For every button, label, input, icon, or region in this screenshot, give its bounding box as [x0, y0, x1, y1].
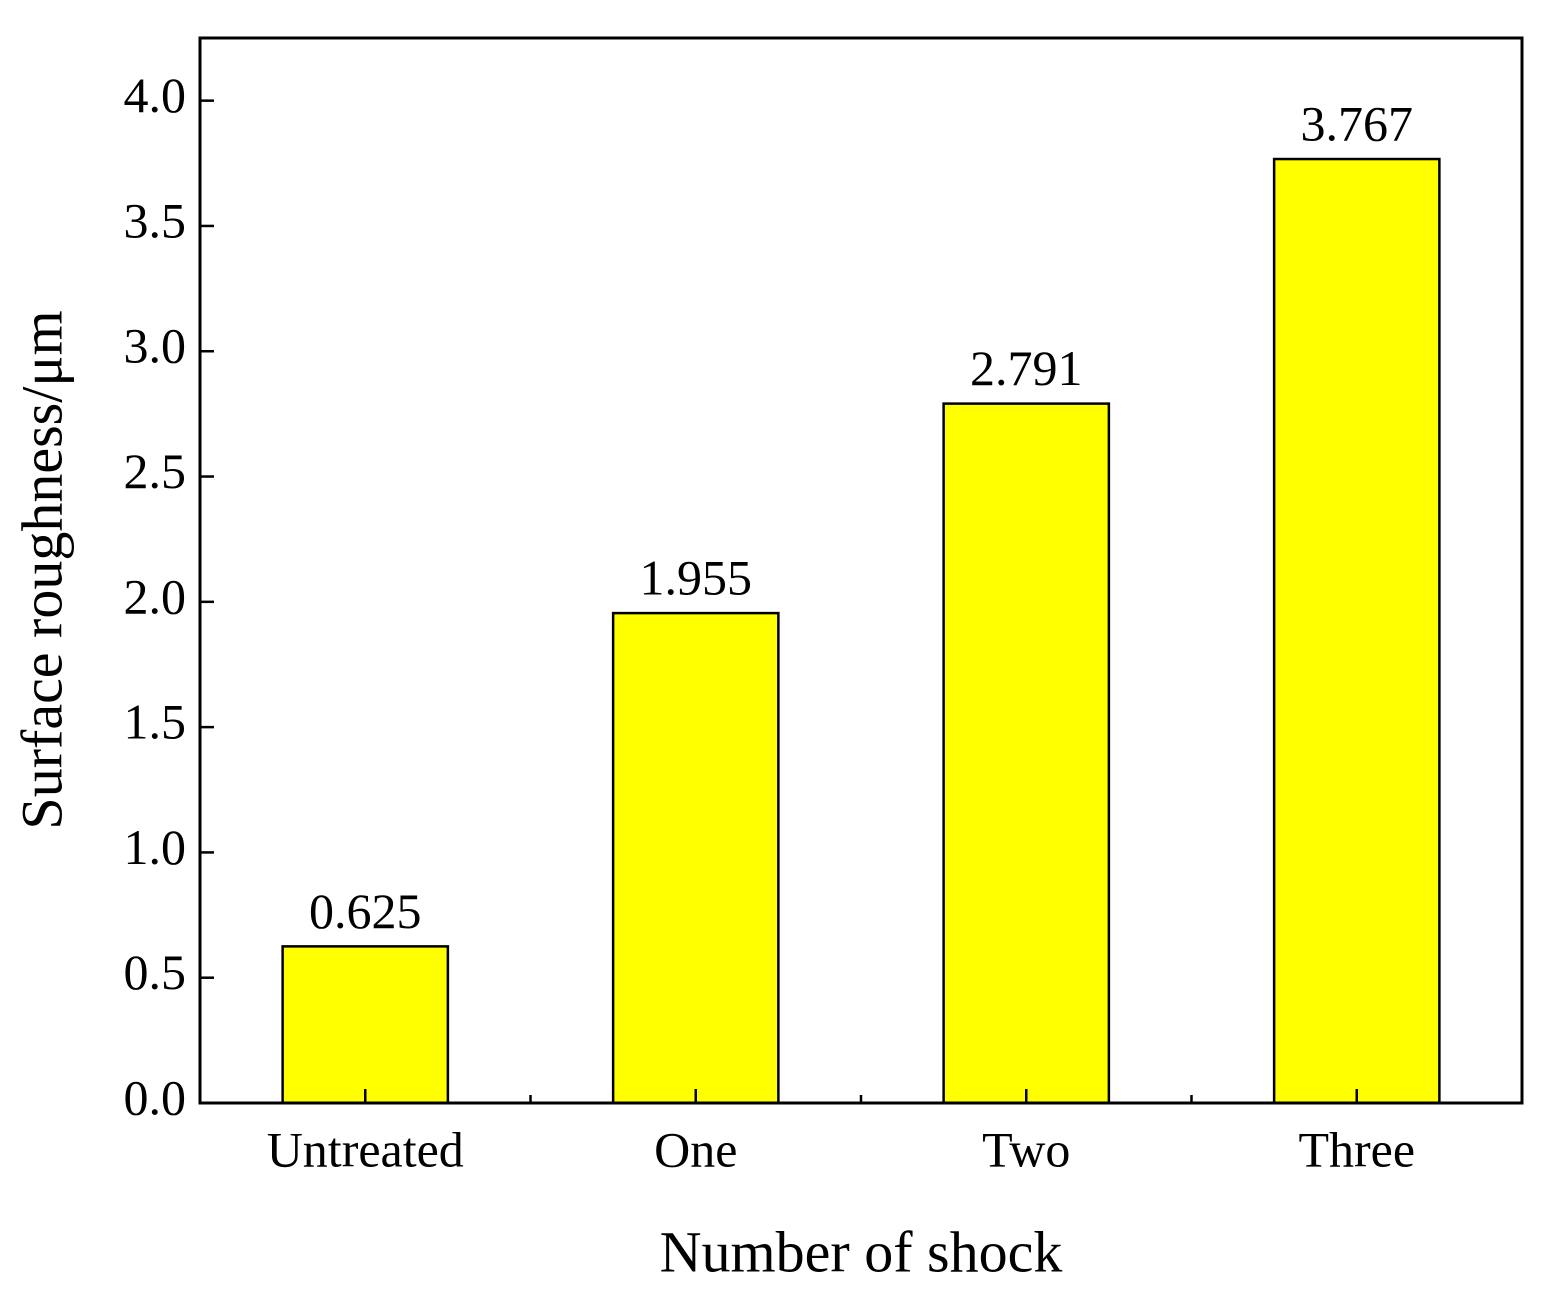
- x-tick-label: Three: [1298, 1121, 1415, 1177]
- y-tick-label: 0.5: [124, 944, 187, 1000]
- y-tick-label: 4.0: [124, 67, 187, 123]
- y-tick-label: 2.5: [124, 443, 187, 499]
- bar: [281, 945, 450, 1105]
- y-tick-label: 3.5: [124, 192, 187, 248]
- y-tick-label: 3.0: [124, 318, 187, 374]
- x-axis-title: Number of shock: [660, 1219, 1063, 1284]
- y-tick-label: 1.5: [124, 694, 187, 750]
- x-tick-label: Untreated: [267, 1121, 464, 1177]
- value-label: 1.955: [640, 550, 753, 606]
- value-label: 3.767: [1301, 96, 1414, 152]
- x-tick-label: One: [654, 1121, 737, 1177]
- bar: [942, 402, 1111, 1105]
- y-tick-label: 1.0: [124, 819, 187, 875]
- y-axis-title: Surface roughness/μm: [9, 310, 74, 829]
- y-tick-label: 2.0: [124, 568, 187, 624]
- value-label: 0.625: [309, 883, 422, 939]
- bar: [611, 611, 780, 1105]
- plot-frame: [198, 36, 1524, 1105]
- y-tick-label: 0.0: [124, 1069, 187, 1125]
- x-tick-label: Two: [982, 1121, 1070, 1177]
- value-label: 2.791: [970, 340, 1083, 396]
- bar: [1272, 157, 1441, 1105]
